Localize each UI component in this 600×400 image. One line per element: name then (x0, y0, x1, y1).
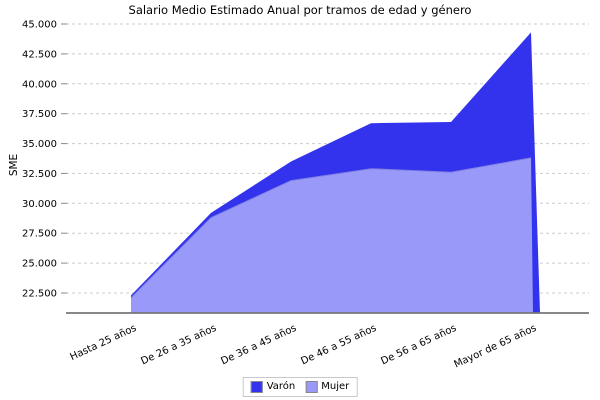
x-axis-label: De 36 a 45 años (219, 323, 298, 368)
y-tick-label: 30.000 (22, 199, 57, 210)
legend-swatch (305, 381, 318, 393)
y-tick-label: 27.500 (22, 229, 57, 240)
y-tick-label: 25.000 (22, 259, 57, 270)
y-tick-label: 45.000 (22, 20, 57, 31)
chart-title: Salario Medio Estimado Anual por tramos … (128, 3, 472, 17)
legend-item-mujer: Mujer (305, 381, 349, 393)
legend: Varón Mujer (242, 377, 358, 397)
legend-item-varon: Varón (250, 381, 296, 393)
y-tick-label: 22.500 (22, 289, 57, 300)
x-axis-label: De 26 a 35 años (139, 323, 218, 368)
y-tick-label: 32.500 (22, 169, 57, 180)
legend-label: Mujer (321, 381, 350, 392)
legend-swatch (250, 381, 263, 393)
y-tick-label: 40.000 (22, 79, 57, 90)
y-tick-label: 35.000 (22, 139, 57, 150)
legend-label: Varón (266, 381, 296, 392)
y-tick-label: 42.500 (22, 49, 57, 60)
mujer-edge-line (130, 157, 532, 299)
y-tick-label: 37.500 (22, 109, 57, 120)
x-axis-label: De 46 a 55 años (299, 323, 378, 368)
x-axis-label: Hasta 25 años (69, 323, 139, 363)
area-mujer (131, 157, 533, 313)
x-axis-label: De 56 a 65 años (379, 323, 458, 368)
x-axis-label: Mayor de 65 años (453, 323, 539, 371)
